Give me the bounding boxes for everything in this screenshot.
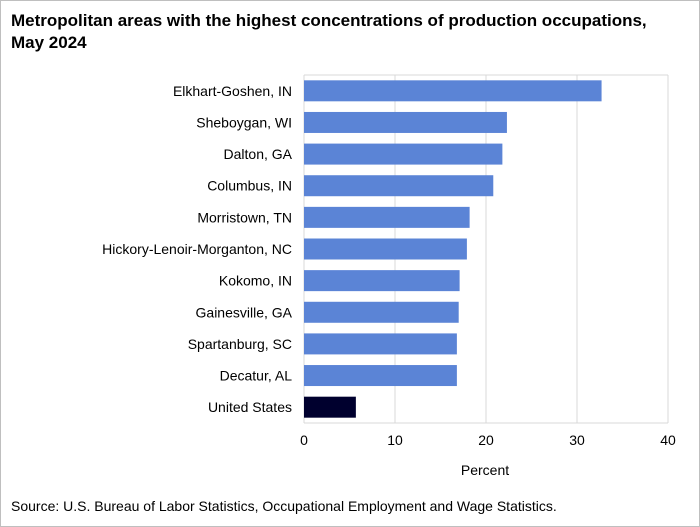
bar <box>304 80 602 102</box>
y-tick-label: Dalton, GA <box>224 146 293 162</box>
chart-title: Metropolitan areas with the highest conc… <box>11 11 647 52</box>
y-tick-label: Decatur, AL <box>220 368 293 384</box>
y-tick-label: Hickory-Lenoir-Morganton, NC <box>102 241 292 257</box>
x-tick-label: 0 <box>300 432 308 448</box>
x-axis-label: Percent <box>461 462 509 478</box>
bar <box>304 206 470 228</box>
y-tick-label: Spartanburg, SC <box>188 336 292 352</box>
bar <box>304 365 457 387</box>
source-note: Source: U.S. Bureau of Labor Statistics,… <box>11 498 557 514</box>
y-tick-label: Elkhart-Goshen, IN <box>173 83 292 99</box>
bar <box>304 175 494 197</box>
x-tick-label: 20 <box>478 432 494 448</box>
bar <box>304 270 460 292</box>
x-tick-label: 40 <box>660 432 676 448</box>
x-tick-label: 30 <box>569 432 585 448</box>
bar <box>304 301 459 323</box>
y-tick-label: United States <box>208 399 292 415</box>
y-tick-label: Sheboygan, WI <box>196 114 292 130</box>
bar <box>304 143 503 165</box>
y-tick-label: Columbus, IN <box>207 178 292 194</box>
y-tick-label: Morristown, TN <box>197 209 292 225</box>
bar <box>304 238 467 260</box>
y-tick-label: Kokomo, IN <box>219 273 292 289</box>
bar <box>304 111 507 133</box>
bar <box>304 396 356 418</box>
y-tick-label: Gainesville, GA <box>196 304 293 320</box>
bar <box>304 333 457 355</box>
x-tick-label: 10 <box>387 432 403 448</box>
